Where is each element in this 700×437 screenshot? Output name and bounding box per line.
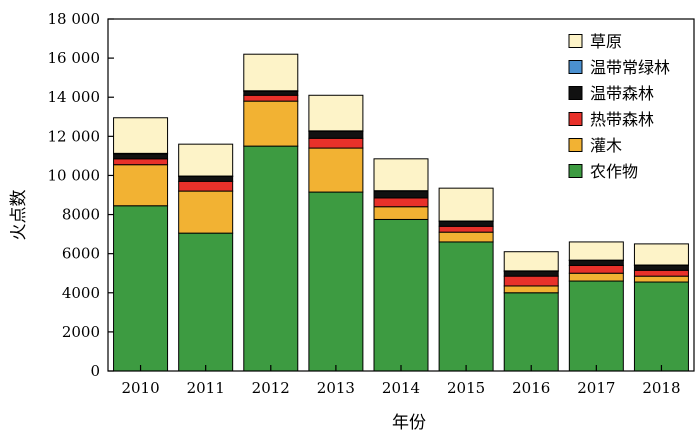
- bar-segment-2014-s1: [373, 206, 429, 220]
- bar-segment-2013-s3: [308, 130, 364, 139]
- bar-segment-2017-s3: [568, 260, 624, 266]
- bar-segment-2018-s0: [633, 281, 689, 372]
- bar-segment-2012-s5: [243, 53, 299, 92]
- y-tick-label: 6000: [62, 245, 100, 263]
- y-tick-label: 2000: [62, 323, 100, 341]
- bar-segment-2010-s2: [113, 158, 169, 166]
- bar-segment-2017-s0: [568, 280, 624, 372]
- x-tick-label: 2010: [121, 379, 159, 397]
- bar-segment-2017-s5: [568, 241, 624, 261]
- bar-segment-2017-s2: [568, 264, 624, 274]
- x-tick-label: 2016: [512, 379, 550, 397]
- legend-label: 温带常绿林: [590, 58, 670, 77]
- bar-segment-2011-s1: [178, 190, 234, 234]
- bar-segment-2010-s1: [113, 164, 169, 207]
- legend-swatch: [568, 60, 583, 74]
- x-tick-label: 2015: [447, 379, 485, 397]
- x-axis-title: 年份: [392, 413, 426, 433]
- bar-segment-2014-s3: [373, 190, 429, 199]
- legend-label: 农作物: [590, 162, 638, 181]
- legend-swatch: [568, 86, 583, 100]
- y-tick-label: 14 000: [48, 88, 101, 106]
- bar-segment-2018-s3: [633, 264, 689, 271]
- bar-segment-2011-s0: [178, 232, 234, 372]
- bar-segment-2016-s5: [503, 251, 559, 272]
- bar-segment-2013-s2: [308, 137, 364, 149]
- bar-segment-2018-s1: [633, 275, 689, 283]
- x-tick-label: 2017: [577, 379, 615, 397]
- bar-segment-2010-s3: [113, 153, 169, 160]
- x-tick-label: 2011: [187, 379, 225, 397]
- y-tick-label: 16 000: [48, 49, 101, 67]
- legend-label: 草原: [590, 32, 622, 51]
- x-tick-label: 2014: [382, 379, 420, 397]
- bar-segment-2012-s2: [243, 94, 299, 102]
- bar-segment-2013-s0: [308, 191, 364, 372]
- bar-segment-2012-s0: [243, 145, 299, 372]
- axes-layer: 0 2000 4000 6000 8000 10 000 12 000 14 000 16 00…: [48, 10, 695, 397]
- y-tick-label: 8000: [62, 206, 100, 224]
- bar-segment-2014-s0: [373, 218, 429, 372]
- bar-segment-2015-s5: [438, 187, 494, 222]
- bar-segment-2011-s3: [178, 175, 234, 182]
- x-tick-label: 2012: [252, 379, 290, 397]
- x-tick-label: 2018: [642, 379, 680, 397]
- bar-segment-2010-s0: [113, 205, 169, 372]
- bar-segment-2015-s2: [438, 225, 494, 233]
- bar-segment-2012-s1: [243, 100, 299, 147]
- y-tick-label: 10 000: [48, 166, 101, 184]
- legend-swatch: [568, 138, 583, 152]
- bar-segment-2013-s5: [308, 94, 364, 132]
- bar-segment-2015-s3: [438, 220, 494, 227]
- bar-segment-2011-s5: [178, 143, 234, 177]
- legend-label: 灌木: [590, 136, 622, 155]
- bar-segment-2013-s1: [308, 147, 364, 193]
- bar-segment-2011-s2: [178, 180, 234, 192]
- bar-segment-2016-s3: [503, 270, 559, 277]
- x-tick-label: 2013: [317, 379, 355, 397]
- bar-segment-2010-s5: [113, 117, 169, 154]
- bar-segment-2015-s0: [438, 241, 494, 372]
- legend-swatch: [568, 112, 583, 126]
- bar-segment-2018-s5: [633, 243, 689, 266]
- y-axis-title: 火点数: [9, 190, 29, 241]
- y-tick-label: 0: [90, 362, 100, 380]
- y-tick-label: 12 000: [48, 127, 101, 145]
- legend-label: 温带森林: [590, 84, 654, 103]
- y-tick-label: 18 000: [48, 10, 101, 28]
- bar-segment-2016-s2: [503, 275, 559, 287]
- legend-swatch: [568, 164, 583, 178]
- bar-segment-2012-s3: [243, 90, 299, 96]
- bar-segment-2018-s2: [633, 269, 689, 277]
- y-tick-label: 4000: [62, 284, 100, 302]
- bars-layer: [113, 53, 689, 372]
- bar-segment-2017-s1: [568, 272, 624, 282]
- bar-segment-2014-s2: [373, 197, 429, 208]
- legend-swatch: [568, 34, 583, 48]
- bar-segment-2016-s1: [503, 285, 559, 294]
- legend-label: 热带森林: [590, 110, 654, 129]
- bar-segment-2014-s5: [373, 158, 429, 192]
- bar-segment-2016-s0: [503, 292, 559, 372]
- bar-segment-2015-s1: [438, 231, 494, 243]
